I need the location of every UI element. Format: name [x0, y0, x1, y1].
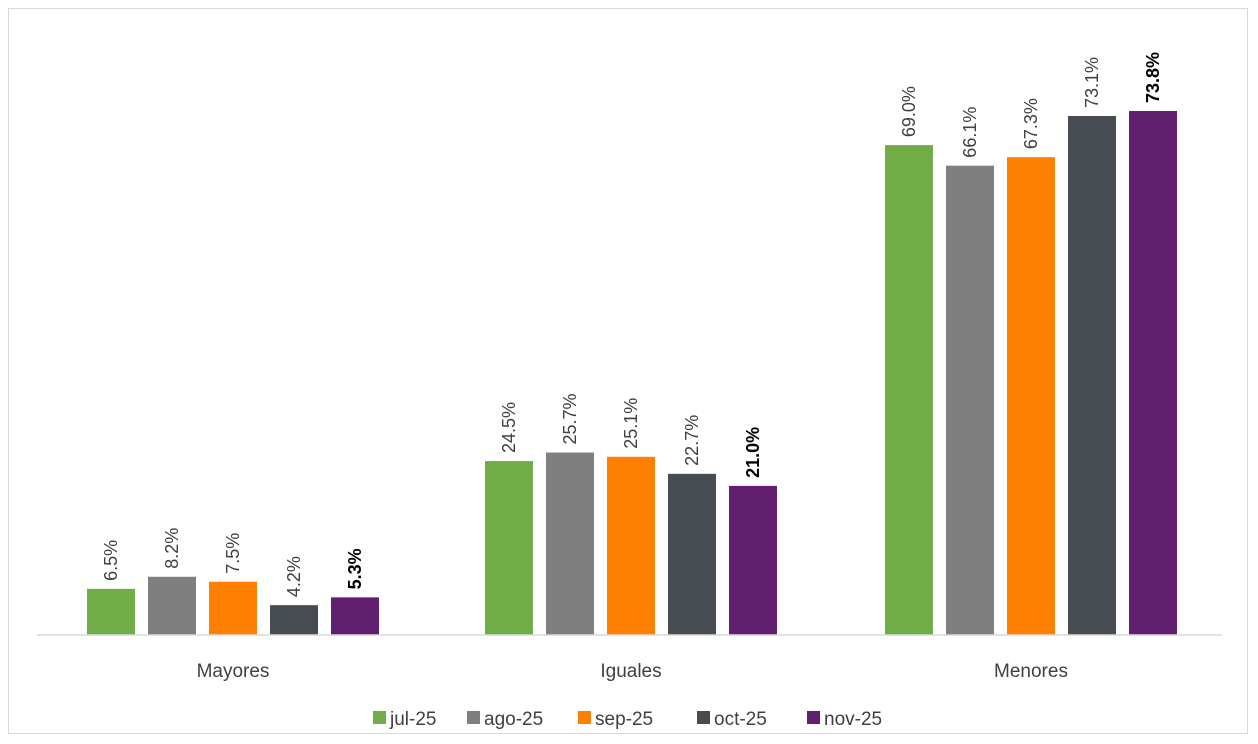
bar-nov-25-iguales — [729, 485, 777, 635]
bar-oct-25-mayores — [270, 605, 318, 635]
bar-oct-25-iguales — [668, 473, 716, 635]
bar-nov-25-mayores — [331, 597, 379, 635]
legend-swatch-nov-25 — [807, 711, 820, 724]
value-label-oct-25-iguales: 22.7% — [682, 415, 702, 466]
legend-item-ago-25: ago-25 — [467, 709, 543, 730]
bar-jul-25-iguales — [485, 461, 533, 635]
legend: jul-25 ago-25 sep-25 oct-25 nov-25 — [373, 709, 882, 730]
bar-jul-25-menores — [885, 145, 933, 635]
value-label-sep-25-mayores: 7.5% — [223, 533, 243, 574]
legend-item-sep-25: sep-25 — [578, 709, 653, 730]
value-label-ago-25-mayores: 8.2% — [162, 528, 182, 569]
legend-swatch-ago-25 — [467, 711, 480, 724]
category-label-iguales: Iguales — [600, 661, 661, 682]
bar-ago-25-mayores — [148, 576, 196, 635]
category-labels-group: Mayores Iguales Menores — [197, 661, 1068, 682]
bar-nov-25-menores — [1129, 111, 1177, 635]
value-label-jul-25-mayores: 6.5% — [101, 540, 121, 581]
legend-label-jul-25: jul-25 — [389, 709, 436, 730]
legend-item-oct-25: oct-25 — [697, 709, 767, 730]
legend-swatch-jul-25 — [373, 711, 386, 724]
value-label-oct-25-menores: 73.1% — [1082, 57, 1102, 108]
value-label-jul-25-menores: 69.0% — [899, 86, 919, 137]
bar-ago-25-menores — [946, 165, 994, 635]
bar-ago-25-iguales — [546, 452, 594, 635]
legend-label-oct-25: oct-25 — [714, 709, 767, 730]
value-label-nov-25-iguales: 21.0% — [743, 427, 763, 478]
bars-group — [87, 111, 1177, 636]
value-label-sep-25-iguales: 25.1% — [621, 398, 641, 449]
bar-sep-25-mayores — [209, 581, 257, 635]
value-label-nov-25-menores: 73.8% — [1143, 52, 1163, 103]
value-label-jul-25-iguales: 24.5% — [499, 402, 519, 453]
legend-label-nov-25: nov-25 — [824, 709, 882, 730]
value-labels-group: 6.5% 8.2% 7.5% 4.2% 5.3% 24.5% 25.7% 25.1% 22.7%… — [101, 52, 1163, 597]
legend-swatch-sep-25 — [578, 711, 591, 724]
legend-item-nov-25: nov-25 — [807, 709, 882, 730]
legend-label-sep-25: sep-25 — [595, 709, 653, 730]
bar-sep-25-iguales — [607, 456, 655, 635]
legend-swatch-oct-25 — [697, 711, 710, 724]
value-label-ago-25-menores: 66.1% — [960, 107, 980, 158]
value-label-nov-25-mayores: 5.3% — [345, 548, 365, 589]
legend-label-ago-25: ago-25 — [484, 709, 543, 730]
bar-oct-25-menores — [1068, 115, 1116, 636]
bar-sep-25-menores — [1007, 157, 1055, 636]
category-label-mayores: Mayores — [197, 661, 270, 682]
value-label-oct-25-mayores: 4.2% — [284, 556, 304, 597]
bar-jul-25-mayores — [87, 588, 135, 635]
category-label-menores: Menores — [994, 661, 1068, 682]
value-label-sep-25-menores: 67.3% — [1021, 98, 1041, 149]
value-label-ago-25-iguales: 25.7% — [560, 393, 580, 444]
legend-item-jul-25: jul-25 — [373, 709, 436, 730]
